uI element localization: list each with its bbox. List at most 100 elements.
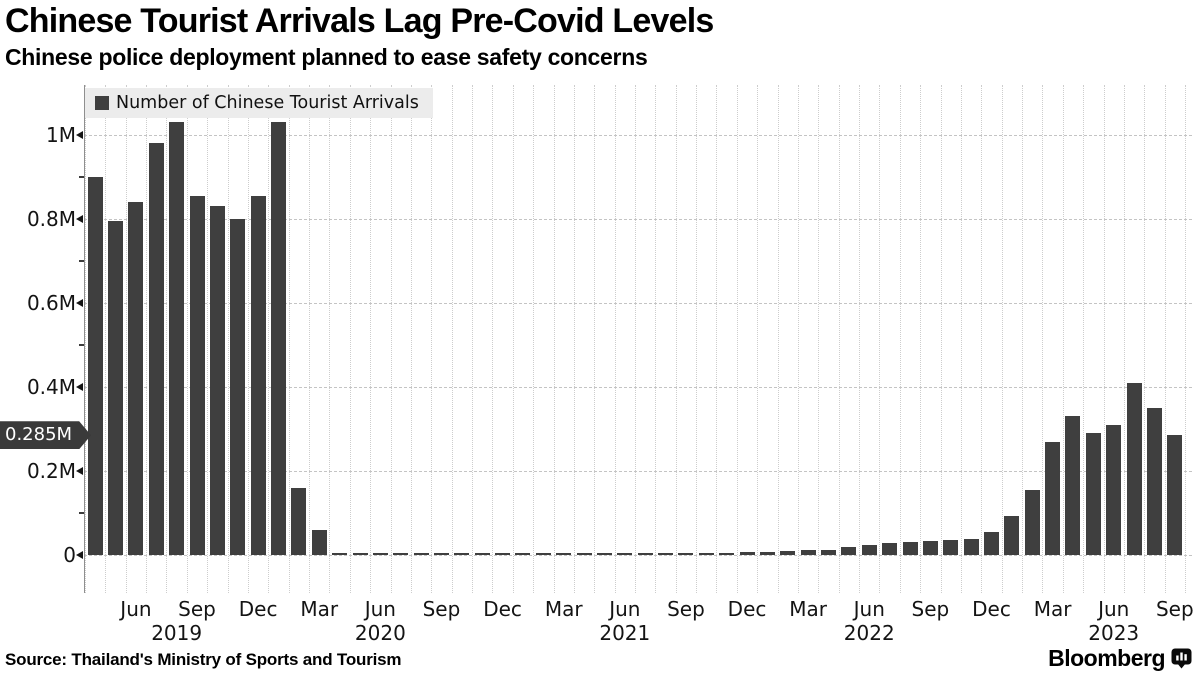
bloomberg-terminal-icon [1171, 648, 1192, 669]
x-tick-label: Mar [789, 597, 827, 621]
gridline-vertical [899, 85, 901, 593]
bar [1004, 515, 1020, 555]
y-tick-label: 0.6M [26, 291, 76, 315]
bloomberg-wordmark: Bloomberg [1048, 645, 1165, 671]
gridline-vertical [85, 85, 86, 593]
bar [495, 552, 511, 555]
x-tick-label: Jun [609, 597, 641, 621]
gridline-horizontal [84, 303, 1192, 304]
gridline-vertical [635, 85, 636, 593]
bar [189, 195, 205, 555]
bar [1106, 424, 1122, 555]
gridline-vertical [859, 85, 861, 593]
bar [535, 552, 551, 555]
x-tick-label: Mar [300, 597, 339, 621]
gridline-vertical [125, 85, 127, 593]
bar [861, 544, 877, 555]
bar [87, 177, 103, 555]
gridline-vertical [288, 85, 290, 593]
page-subtitle: Chinese police deployment planned to eas… [5, 44, 648, 70]
gridline-horizontal [84, 135, 1192, 136]
x-tick-label: Sep [422, 597, 461, 621]
gridline-vertical [390, 85, 392, 593]
y-axis-line [84, 85, 85, 593]
year-label: 2019 [151, 621, 203, 645]
bar [739, 552, 755, 555]
gridline-vertical [797, 85, 799, 593]
bar [841, 547, 857, 555]
y-minor-tick [79, 260, 84, 262]
gridline-vertical [146, 85, 148, 593]
y-major-tick-icon [76, 467, 83, 475]
gridline-vertical [1144, 85, 1146, 593]
y-tick-label: 0.8M [26, 207, 76, 231]
gridline-vertical [757, 85, 759, 593]
bar [291, 487, 307, 555]
y-major-tick-icon [76, 131, 83, 139]
gridline-vertical [655, 85, 657, 593]
gridline-vertical [553, 85, 555, 593]
bar [617, 552, 633, 555]
bar [1126, 382, 1142, 555]
gridline-vertical [777, 85, 779, 593]
bar [352, 552, 368, 555]
bloomberg-branding: Bloomberg [1048, 645, 1192, 672]
gridline-horizontal [84, 219, 1192, 220]
bar [372, 552, 388, 555]
bar [576, 552, 592, 555]
bar [1065, 416, 1081, 555]
gridline-vertical [431, 85, 433, 593]
x-tick-label: Jun [120, 597, 152, 621]
y-major-tick-icon [76, 215, 83, 223]
bar [556, 552, 572, 555]
bar [209, 206, 225, 555]
bar [882, 543, 898, 555]
gridline-vertical [309, 85, 311, 593]
x-tick-label: Jun [853, 597, 885, 621]
bar [800, 550, 816, 555]
bar [433, 552, 449, 555]
bar [596, 552, 612, 555]
bar [250, 195, 266, 555]
gridline-vertical [472, 85, 474, 593]
gridline-vertical [818, 85, 820, 593]
gridline-vertical [166, 85, 168, 593]
gridline-vertical [614, 85, 616, 593]
bar [230, 219, 246, 555]
bar [1167, 435, 1183, 555]
x-tick-label: Sep [667, 597, 705, 621]
bar [922, 541, 938, 555]
x-tick-label: Dec [238, 597, 278, 621]
bar [1045, 441, 1061, 555]
gridline-vertical [675, 85, 677, 593]
gridline-vertical [1123, 85, 1125, 593]
bar [678, 552, 694, 555]
y-minor-tick [79, 176, 84, 178]
bar [780, 551, 796, 555]
bar [1146, 408, 1162, 555]
x-tick-label: Dec [972, 597, 1011, 621]
bar [332, 552, 348, 555]
x-tick-label: Mar [1033, 597, 1072, 621]
bar [169, 122, 185, 555]
gridline-vertical [1022, 85, 1024, 593]
gridline-vertical [207, 85, 209, 593]
gridline-vertical [1185, 85, 1186, 593]
y-major-tick-icon [76, 551, 83, 559]
bar [271, 122, 287, 555]
x-tick-label: Sep [1155, 597, 1194, 621]
year-label: 2020 [354, 621, 406, 645]
gridline-vertical [247, 85, 249, 593]
bar [658, 552, 674, 555]
x-tick-label: Sep [911, 597, 950, 621]
gridline-vertical [268, 85, 270, 593]
x-tick-label: Sep [178, 597, 216, 621]
gridline-horizontal [84, 387, 1192, 388]
y-minor-tick [79, 512, 84, 514]
y-major-tick-icon [76, 383, 83, 391]
latest-value-badge: 0.285M [0, 421, 91, 450]
y-tick-label: 0.4M [26, 375, 76, 399]
gridline-vertical [410, 85, 412, 593]
gridline-vertical [349, 85, 351, 593]
